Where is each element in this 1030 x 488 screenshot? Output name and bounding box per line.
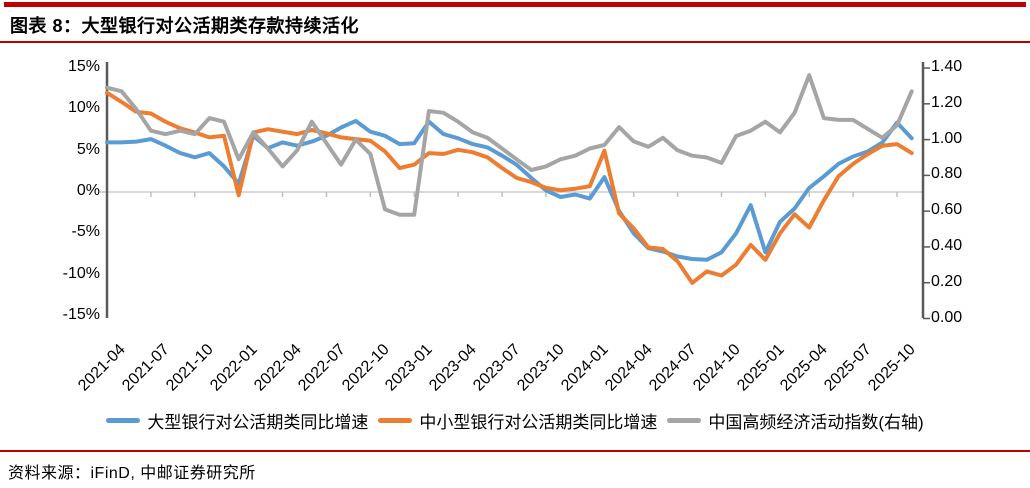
source-note: 资料来源：iFinD, 中邮证券研究所 bbox=[8, 465, 256, 482]
top-red-bar bbox=[4, 2, 1026, 7]
series-line-large-banks bbox=[105, 118, 914, 262]
legend-item-small-medium-banks: 中小型银行对公活期类同比增速 bbox=[378, 408, 657, 433]
series-line-activity-index bbox=[105, 73, 914, 217]
series-line-small-medium-banks bbox=[105, 90, 914, 285]
legend-label-small-medium-banks: 中小型银行对公活期类同比增速 bbox=[419, 412, 658, 432]
footer-rule bbox=[0, 450, 1030, 452]
legend-marker-orange-line bbox=[378, 417, 413, 423]
chart-title: 图表 8：大型银行对公活期类存款持续活化 bbox=[10, 16, 360, 36]
legend-item-large-banks: 大型银行对公活期类同比增速 bbox=[106, 408, 368, 433]
title-rule bbox=[0, 41, 1030, 43]
legend-item-activity-index: 中国高频经济活动指数(右轴) bbox=[667, 408, 924, 433]
legend: 大型银行对公活期类同比增速 中小型银行对公活期类同比增速 中国高频经济活动指数(… bbox=[0, 408, 1030, 432]
legend-marker-gray-line bbox=[667, 417, 702, 423]
legend-marker-blue-line bbox=[106, 417, 141, 423]
legend-label-large-banks: 大型银行对公活期类同比增速 bbox=[147, 412, 369, 432]
legend-label-activity-index: 中国高频经济活动指数(右轴) bbox=[708, 412, 924, 432]
